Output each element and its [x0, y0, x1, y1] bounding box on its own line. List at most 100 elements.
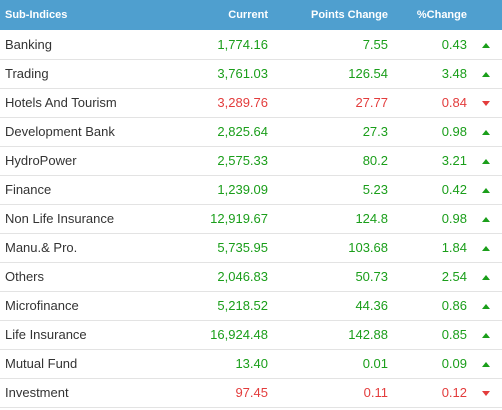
sub-index-name[interactable]: Mutual Fund [5, 356, 78, 371]
header-row: Sub-Indices Current Points Change %Chang… [0, 0, 502, 30]
percent-change: 0.98 [441, 124, 467, 139]
sub-index-name[interactable]: Banking [5, 36, 52, 52]
percent-change: 2.54 [441, 269, 467, 284]
trend-cell [469, 146, 502, 175]
arrow-up-icon [481, 304, 490, 310]
percent-change: 0.86 [441, 298, 467, 313]
sub-index-name[interactable]: Finance [5, 182, 52, 197]
points-change: 126.54 [348, 66, 388, 81]
arrow-up-icon [481, 72, 490, 78]
arrow-up-icon [481, 275, 490, 281]
trend-cell [469, 175, 502, 204]
trend-cell [469, 204, 502, 233]
header-sub-indices[interactable]: Sub-Indices [5, 9, 68, 21]
table-row[interactable]: Investment 97.45 0.11 0.12 [0, 378, 502, 407]
points-change: 7.55 [362, 36, 388, 52]
percent-change: 0.42 [441, 182, 467, 197]
sub-index-name[interactable]: Trading [5, 66, 49, 81]
arrow-up-icon [481, 362, 490, 368]
percent-change: 0.43 [441, 36, 467, 52]
current-value: 12,919.67 [210, 211, 268, 226]
percent-change: 0.12 [441, 385, 467, 400]
current-value: 2,575.33 [217, 153, 268, 168]
points-change: 5.23 [362, 182, 388, 197]
percent-change: 0.98 [441, 211, 467, 226]
table-row[interactable]: Development Bank 2,825.64 27.3 0.98 [0, 117, 502, 146]
percent-change: 3.21 [441, 153, 467, 168]
trend-cell [469, 349, 502, 378]
percent-change: 0.09 [441, 356, 467, 371]
arrow-up-icon [481, 42, 490, 48]
table-header: Sub-Indices Current Points Change %Chang… [0, 0, 502, 30]
trend-cell [469, 59, 502, 88]
current-value: 1,239.09 [217, 182, 268, 197]
points-change: 44.36 [355, 298, 388, 313]
sub-index-name[interactable]: Manu.& Pro. [5, 240, 78, 255]
trend-cell [469, 320, 502, 349]
header-trend [469, 0, 502, 30]
points-change: 50.73 [355, 269, 388, 284]
percent-change: 0.84 [441, 95, 467, 110]
current-value: 97.45 [235, 385, 268, 400]
sub-index-name[interactable]: Development Bank [5, 124, 115, 139]
table-row[interactable]: Manu.& Pro. 5,735.95 103.68 1.84 [0, 233, 502, 262]
trend-cell [469, 117, 502, 146]
current-value: 2,046.83 [217, 269, 268, 284]
percent-change: 1.84 [441, 240, 467, 255]
points-change: 80.2 [362, 153, 388, 168]
current-value: 2,825.64 [217, 124, 268, 139]
trend-cell [469, 233, 502, 262]
sub-index-name[interactable]: Others [5, 269, 45, 284]
current-value: 5,218.52 [217, 298, 268, 313]
header-percent-change[interactable]: %Change [416, 9, 467, 21]
table-body: Banking 1,774.16 7.55 0.43 Trading 3,761.03 12… [0, 30, 502, 407]
points-change: 0.01 [362, 356, 388, 371]
points-change: 27.3 [362, 124, 388, 139]
percent-change: 3.48 [441, 66, 467, 81]
trend-cell [469, 291, 502, 320]
current-value: 3,289.76 [217, 95, 268, 110]
table-row[interactable]: Finance 1,239.09 5.23 0.42 [0, 175, 502, 204]
sub-index-name[interactable]: Hotels And Tourism [5, 95, 117, 110]
current-value: 1,774.16 [217, 36, 268, 52]
current-value: 16,924.48 [210, 327, 268, 342]
table-row[interactable]: Banking 1,774.16 7.55 0.43 [0, 30, 502, 59]
arrow-down-icon [481, 391, 490, 397]
header-current[interactable]: Current [228, 9, 268, 21]
table-row[interactable]: Hotels And Tourism 3,289.76 27.77 0.84 [0, 88, 502, 117]
sub-index-name[interactable]: Investment [5, 385, 69, 400]
current-value: 3,761.03 [217, 66, 268, 81]
points-change: 124.8 [355, 211, 388, 226]
arrow-up-icon [481, 159, 490, 165]
table-row[interactable]: Trading 3,761.03 126.54 3.48 [0, 59, 502, 88]
sub-index-name[interactable]: HydroPower [5, 153, 77, 168]
arrow-up-icon [481, 217, 490, 223]
table-row[interactable]: Microfinance 5,218.52 44.36 0.86 [0, 291, 502, 320]
table-row[interactable]: Mutual Fund 13.40 0.01 0.09 [0, 349, 502, 378]
arrow-up-icon [481, 188, 490, 194]
arrow-up-icon [481, 246, 490, 252]
table-row[interactable]: Non Life Insurance 12,919.67 124.8 0.98 [0, 204, 502, 233]
sub-index-name[interactable]: Life Insurance [5, 327, 87, 342]
table-row[interactable]: Life Insurance 16,924.48 142.88 0.85 [0, 320, 502, 349]
trend-cell [469, 30, 502, 59]
table-row[interactable]: Others 2,046.83 50.73 2.54 [0, 262, 502, 291]
trend-cell [469, 88, 502, 117]
points-change: 0.11 [363, 385, 388, 400]
arrow-up-icon [481, 333, 490, 339]
points-change: 27.77 [355, 95, 388, 110]
points-change: 142.88 [348, 327, 388, 342]
points-change: 103.68 [348, 240, 388, 255]
trend-cell [469, 262, 502, 291]
current-value: 5,735.95 [217, 240, 268, 255]
sub-index-name[interactable]: Microfinance [5, 298, 79, 313]
trend-cell [469, 378, 502, 407]
arrow-up-icon [481, 130, 490, 136]
percent-change: 0.85 [441, 327, 467, 342]
table-row[interactable]: HydroPower 2,575.33 80.2 3.21 [0, 146, 502, 175]
sub-index-name[interactable]: Non Life Insurance [5, 211, 115, 226]
header-points-change[interactable]: Points Change [310, 9, 388, 21]
arrow-down-icon [481, 101, 490, 107]
current-value: 13.40 [235, 356, 268, 371]
